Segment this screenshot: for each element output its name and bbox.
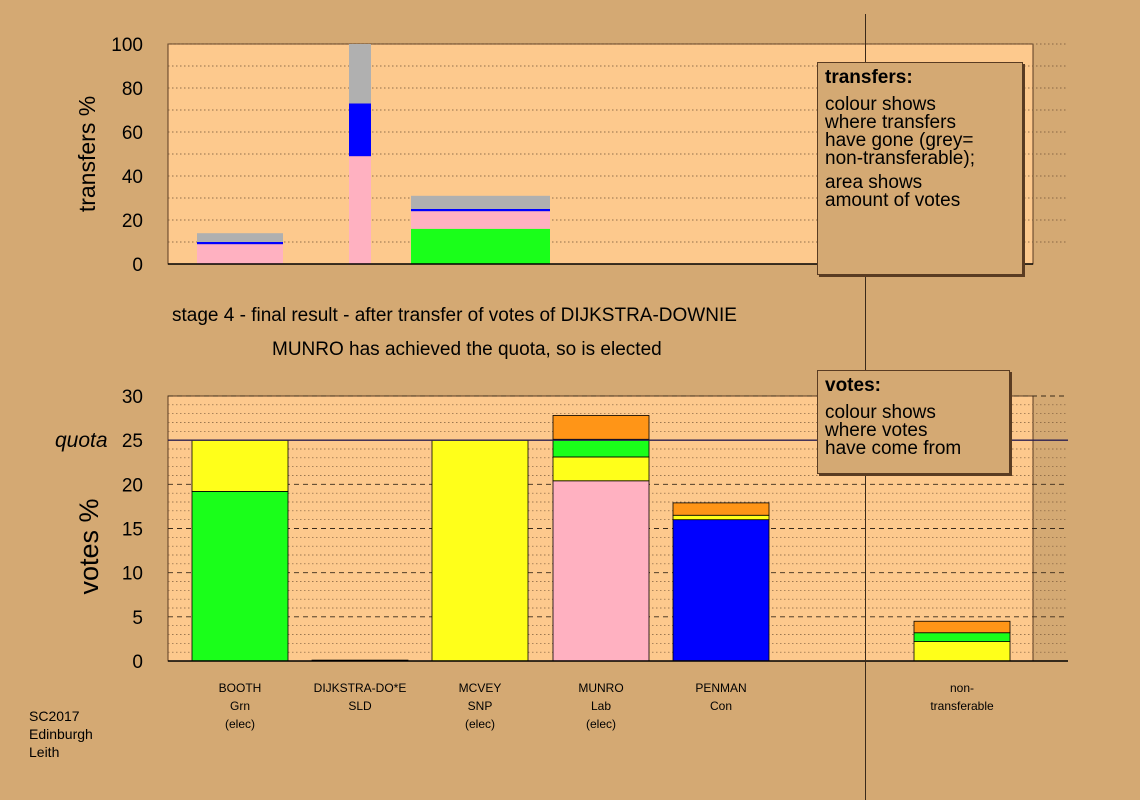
transfers-legend-line: non-transferable); bbox=[825, 148, 975, 169]
transfers-legend-line: amount of votes bbox=[825, 190, 961, 211]
votes-ytick: 5 bbox=[132, 608, 143, 629]
votes-bar-segment bbox=[431, 439, 529, 662]
transfers-legend-line: have gone (grey= bbox=[825, 130, 974, 151]
transfers-bar-segment bbox=[411, 195, 550, 209]
election-footer: SC2017 Edinburgh Leith bbox=[29, 707, 93, 761]
transfers-ytick: 60 bbox=[122, 123, 143, 144]
votes-bar-segment bbox=[913, 641, 1011, 662]
transfers-bar-segment bbox=[197, 244, 283, 264]
transfers-bar-segment bbox=[349, 103, 371, 157]
candidate-name: DIJKSTRA-DO*E bbox=[313, 681, 407, 695]
transfers-bar-segment bbox=[411, 209, 550, 212]
votes-ylabel: votes % bbox=[74, 498, 104, 594]
votes-legend: votes: colour shows where votes have com… bbox=[817, 370, 1010, 474]
footer-line: Edinburgh bbox=[29, 726, 93, 742]
votes-ytick: 0 bbox=[132, 652, 143, 673]
candidate-party: Lab bbox=[590, 699, 612, 713]
transfers-ylabel: transfers % bbox=[74, 96, 100, 212]
votes-bar-segment bbox=[672, 514, 770, 521]
votes-bar-segment bbox=[191, 439, 289, 492]
votes-legend-title: votes: bbox=[825, 375, 881, 396]
transfers-legend-line: colour shows bbox=[825, 94, 936, 115]
votes-ytick: 15 bbox=[122, 520, 143, 541]
transfers-bar-segment bbox=[197, 233, 283, 242]
transfers-bar-segment bbox=[411, 228, 550, 264]
transfers-legend-line: area shows bbox=[825, 172, 923, 193]
votes-bar-segment bbox=[913, 632, 1011, 642]
candidate-label-nontransferable: non- transferable bbox=[907, 679, 1017, 715]
votes-ytick: 20 bbox=[122, 475, 143, 496]
candidate-status: (elec) bbox=[464, 717, 495, 731]
votes-bar-segment bbox=[672, 519, 770, 662]
votes-legend-line: colour shows bbox=[825, 402, 936, 423]
transfers-legend: transfers: colour shows where transfers … bbox=[817, 62, 1023, 275]
candidate-party: transferable bbox=[930, 699, 994, 713]
votes-bar-segment bbox=[552, 415, 650, 440]
votes-bar-segment bbox=[552, 480, 650, 662]
candidate-label-mcvey: MCVEY SNP (elec) bbox=[425, 679, 535, 733]
quota-label: quota bbox=[55, 429, 108, 452]
candidate-party: SNP bbox=[467, 699, 493, 713]
candidate-name: PENMAN bbox=[695, 681, 747, 695]
candidate-label-booth: BOOTH Grn (elec) bbox=[185, 679, 295, 733]
votes-bar-segment bbox=[913, 620, 1011, 634]
candidate-name: non- bbox=[949, 681, 975, 695]
votes-ytick: 30 bbox=[122, 387, 143, 408]
transfers-legend-title: transfers: bbox=[825, 67, 913, 88]
transfers-legend-line: where transfers bbox=[825, 112, 956, 133]
transfers-ytick: 80 bbox=[122, 79, 143, 100]
candidate-name: MCVEY bbox=[458, 681, 502, 695]
transfers-ytick: 0 bbox=[132, 255, 143, 276]
votes-legend-line: where votes bbox=[825, 420, 928, 441]
transfers-bar-segment bbox=[197, 242, 283, 245]
stage-title: stage 4 - final result - after transfer … bbox=[172, 305, 737, 326]
transfers-ytick: 20 bbox=[122, 211, 143, 232]
votes-bar-segment bbox=[552, 456, 650, 482]
footer-line: SC2017 bbox=[29, 708, 80, 724]
stage-subtitle: MUNRO has achieved the quota, so is elec… bbox=[272, 339, 662, 360]
candidate-name: BOOTH bbox=[218, 681, 262, 695]
candidate-party: SLD bbox=[348, 699, 372, 713]
candidate-name: MUNRO bbox=[578, 681, 624, 695]
votes-ytick: 10 bbox=[122, 564, 143, 585]
footer-line: Leith bbox=[29, 744, 60, 760]
candidate-party: Con bbox=[709, 699, 732, 713]
votes-bar-segment bbox=[191, 490, 289, 662]
transfers-ytick: 100 bbox=[111, 35, 143, 56]
votes-bar-segment bbox=[552, 438, 650, 458]
candidate-label-munro: MUNRO Lab (elec) bbox=[546, 679, 656, 733]
votes-ytick: 25 bbox=[122, 431, 143, 452]
candidate-status: (elec) bbox=[224, 717, 255, 731]
candidate-status: (elec) bbox=[585, 717, 616, 731]
candidate-party: Grn bbox=[229, 699, 250, 713]
votes-legend-line: have come from bbox=[825, 438, 962, 459]
votes-bar-segment bbox=[672, 502, 770, 516]
transfers-ytick: 40 bbox=[122, 167, 143, 188]
candidate-label-dijkstra: DIJKSTRA-DO*E SLD bbox=[305, 679, 415, 715]
transfers-bar-segment bbox=[349, 156, 371, 264]
candidate-label-penman: PENMAN Con bbox=[666, 679, 776, 715]
transfers-bar-segment bbox=[411, 211, 550, 229]
transfers-bar-segment bbox=[349, 44, 371, 104]
